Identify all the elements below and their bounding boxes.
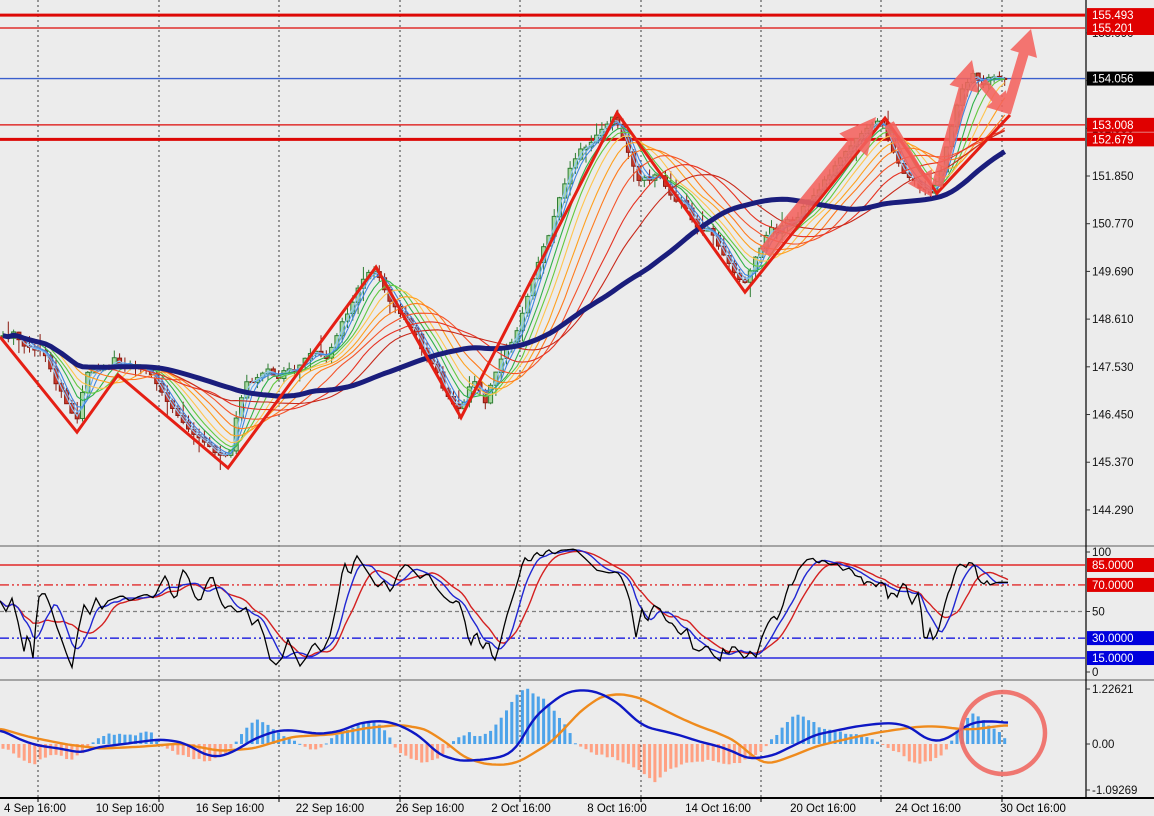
arrow-up-icon[interactable] (1001, 29, 1037, 115)
main-price-panel (0, 13, 1085, 471)
macd-axis-label: -1.09269 (1092, 785, 1137, 797)
arrow-up-icon[interactable] (759, 117, 876, 258)
oscillator-level-label: 15.0000 (1092, 653, 1134, 665)
time-axis-border (0, 797, 1154, 799)
oscillator-level-label: 0 (1092, 667, 1098, 679)
macd-axis-label: 1.22621 (1092, 684, 1134, 696)
oscillator-level-label: 100 (1092, 547, 1111, 559)
time-tick-label: 20 Oct 16:00 (790, 803, 856, 815)
trend-arrows[interactable] (759, 29, 1037, 258)
time-axis[interactable]: 4 Sep 16:00 10 Sep 16:00 16 Sep 16:00 22 Se… (4, 799, 1066, 815)
slow-ma-line (2, 149, 1007, 399)
time-tick-label: 8 Oct 16:00 (587, 803, 646, 815)
oscillator-level-label: 70.0000 (1092, 580, 1134, 592)
stochastic-panel (0, 548, 1085, 670)
price-level-label: 152.679 (1092, 134, 1134, 146)
price-tick-label: 149.690 (1092, 266, 1134, 278)
price-tick-label: 146.450 (1092, 410, 1134, 422)
macd-main-line (0, 689, 1009, 762)
time-tick-label: 16 Sep 16:00 (196, 803, 264, 815)
price-level-label: 155.201 (1092, 23, 1134, 35)
time-tick-label: 30 Oct 16:00 (1000, 803, 1066, 815)
time-tick-label: 10 Sep 16:00 (96, 803, 164, 815)
price-tick-label: 150.770 (1092, 219, 1134, 231)
time-tick-label: 22 Sep 16:00 (296, 803, 364, 815)
macd-signal-line (0, 693, 1009, 766)
macd-panel (0, 688, 1048, 783)
price-tick-label: 147.530 (1092, 362, 1134, 374)
stoch-main-line (0, 548, 1008, 670)
stoch-slow-line (0, 550, 1009, 658)
arrow-up-icon[interactable] (931, 60, 979, 188)
highlight-circle[interactable] (958, 689, 1048, 777)
oscillator-level-label: 30.0000 (1092, 633, 1134, 645)
price-tick-label: 145.370 (1092, 457, 1134, 469)
price-level-label: 155.493 (1092, 10, 1134, 22)
arrow-down-icon[interactable] (884, 121, 932, 197)
price-level-label: 153.008 (1092, 120, 1134, 132)
time-tick-label: 26 Sep 16:00 (396, 803, 464, 815)
time-tick-label: 4 Sep 16:00 (4, 803, 66, 815)
price-tick-label: 148.610 (1092, 314, 1134, 326)
arrow-down-icon[interactable] (978, 78, 1009, 114)
time-tick-label: 24 Oct 16:00 (895, 803, 961, 815)
stoch-signal-line (0, 549, 1009, 659)
time-tick-label: 14 Oct 16:00 (685, 803, 751, 815)
bid-price-label: 154.056 (1092, 74, 1134, 86)
price-tick-label: 151.850 (1092, 171, 1134, 183)
price-tick-label: 144.290 (1092, 505, 1134, 517)
oscillator-level-label: 50 (1092, 607, 1105, 619)
price-axis[interactable]: 155.090154.010152.930151.850150.770149.6… (1086, 8, 1154, 797)
horizontal-level-lines[interactable] (0, 13, 1085, 141)
time-tick-label: 2 Oct 16:00 (491, 803, 550, 815)
macd-axis-label: 0.00 (1092, 739, 1114, 751)
oscillator-level-label: 85.0000 (1092, 560, 1134, 572)
